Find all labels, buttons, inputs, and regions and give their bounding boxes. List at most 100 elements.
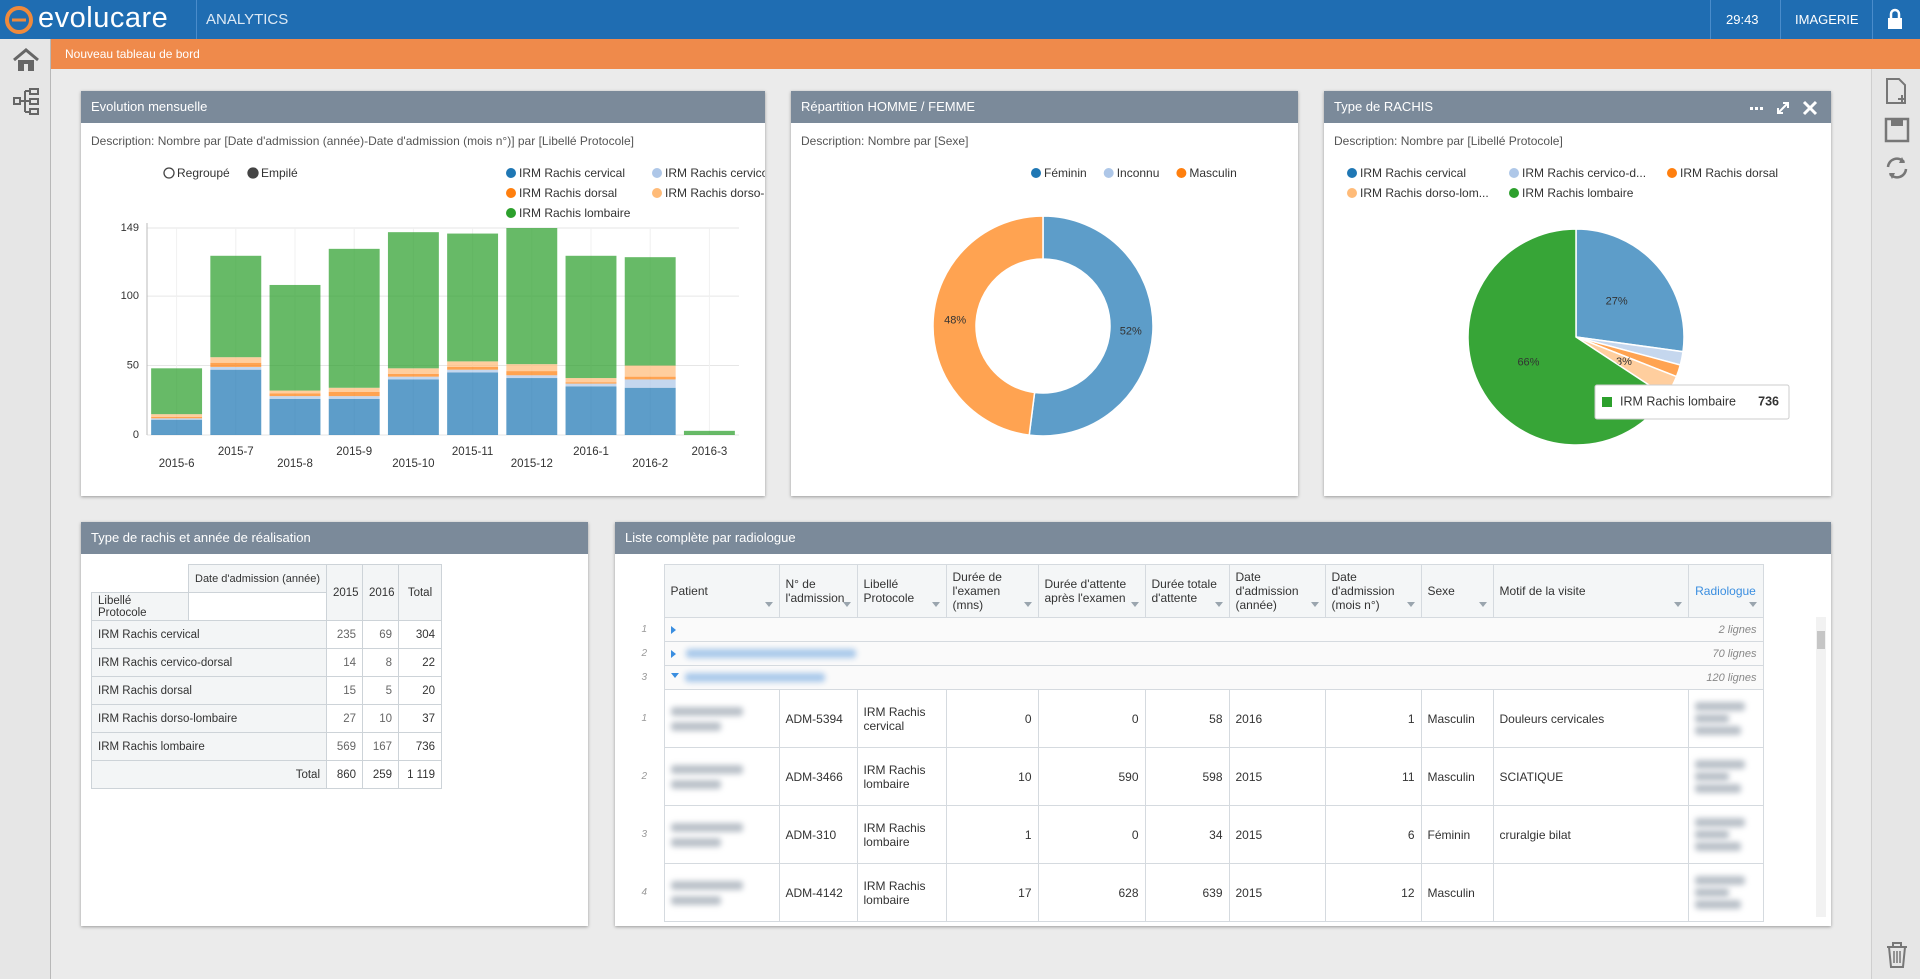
panel-title: Type de rachis et année de réalisation — [81, 522, 588, 554]
trash-icon[interactable] — [1884, 941, 1910, 969]
bar-segment — [506, 375, 558, 379]
group-count: 120 lignes — [1706, 671, 1757, 684]
cell: 12 — [1324, 863, 1422, 922]
bar-segment — [565, 383, 617, 387]
cell: Masculin — [1420, 747, 1494, 806]
legend-marker — [1031, 168, 1041, 178]
slice-label: 27% — [1606, 295, 1628, 307]
cell: IRM Rachis lombaire — [856, 805, 947, 864]
cell — [625, 565, 664, 618]
row: Libellé Protocole — [91, 592, 442, 621]
column-header[interactable]: Durée d'attente après l'examen — [1037, 564, 1146, 618]
bar-segment — [328, 248, 380, 388]
bar-segment — [565, 386, 617, 435]
panel-tools[interactable] — [1748, 99, 1826, 117]
cell: 167 — [362, 732, 399, 761]
bar-segment — [624, 379, 676, 388]
panel: Type de RACHIS Description: Nombre par [… — [1324, 91, 1831, 496]
column-header[interactable]: Sexe — [1420, 564, 1494, 618]
blurred-name — [1694, 726, 1741, 735]
column-header[interactable]: Motif de la visite — [1492, 564, 1689, 618]
cell: 69 — [362, 620, 399, 649]
separator — [1780, 0, 1781, 39]
bar-segment — [506, 228, 558, 365]
column-header[interactable]: Radiologue — [1687, 564, 1764, 618]
cell: 10 — [945, 747, 1039, 806]
bar-segment — [447, 361, 499, 367]
blurred-name — [670, 822, 743, 832]
row-header: Libellé Protocole — [91, 592, 189, 621]
row: IRM Rachis dorso-lombaire 27 10 37 — [91, 704, 442, 733]
bar-segment — [210, 362, 262, 367]
cell: Féminin — [1420, 805, 1494, 864]
scrollbar[interactable] — [1816, 617, 1826, 917]
tooltip-value: 736 — [1758, 394, 1779, 408]
column-header[interactable]: Libellé Protocole — [856, 564, 947, 618]
chart: Féminin Inconnu Masculin 52% 48% — [932, 166, 1237, 437]
mode-radio[interactable] — [163, 167, 175, 179]
blurred-name — [1694, 818, 1745, 827]
cell — [188, 592, 327, 621]
blurred-name — [1694, 830, 1729, 839]
column-header[interactable]: Date d'admission (mois n°) — [1324, 564, 1422, 618]
cell: ADM-5394 — [778, 689, 858, 748]
save-icon[interactable] — [1884, 117, 1910, 143]
bar-segment — [565, 382, 617, 384]
column-header: 2016 — [362, 564, 399, 621]
group-cell[interactable]: 70 lignes — [663, 641, 1764, 666]
cell: ADM-4142 — [778, 863, 858, 922]
legend-label: Inconnu — [1117, 166, 1160, 180]
lock-icon[interactable] — [1884, 8, 1906, 30]
panel-title: Type de RACHIS — [1324, 91, 1831, 123]
cell: IRM Rachis lombaire — [856, 863, 947, 922]
legend-marker — [506, 168, 516, 178]
mode-radio[interactable] — [247, 167, 259, 179]
bar-segment — [387, 232, 439, 369]
legend-marker — [1103, 168, 1114, 178]
blurred-name — [1694, 842, 1741, 851]
legend-marker — [1509, 168, 1519, 178]
legend-marker — [652, 168, 662, 178]
cell: 590 — [1037, 747, 1146, 806]
refresh-icon[interactable] — [1884, 155, 1910, 181]
legend-label: Féminin — [1044, 166, 1087, 180]
bar-segment — [269, 393, 321, 397]
new-icon[interactable] — [1884, 77, 1910, 105]
cell: 598 — [1144, 747, 1230, 806]
legend-label: IRM Rachis dorsal — [1680, 166, 1778, 180]
panel: Répartition HOMME / FEMME Description: N… — [791, 91, 1298, 496]
group-number: 2 — [641, 648, 648, 659]
group-cell[interactable]: 120 lignes — [663, 665, 1764, 690]
column-header[interactable]: Durée de l'examen (mns) — [945, 564, 1039, 618]
column-header[interactable]: Durée totale d'attente — [1144, 564, 1230, 618]
chart: IRM Rachis cervical IRM Rachis cervico-d.… — [1347, 166, 1790, 446]
column-header[interactable]: N° de l'admission — [778, 564, 858, 618]
blurred-name — [1694, 702, 1745, 711]
legend-label: IRM Rachis cervical — [1360, 166, 1466, 180]
bar-segment — [269, 284, 321, 391]
home-icon[interactable] — [12, 47, 40, 73]
data-row: 2 ADM-3466 IRM Rachis lombaire 10 590 598 2015… — [625, 747, 1764, 806]
module-button[interactable]: IMAGERIE — [1795, 12, 1859, 27]
column-header[interactable]: Patient — [663, 564, 780, 618]
group-number: 1 — [641, 624, 648, 635]
expand-arrow — [670, 673, 679, 682]
cell: 0 — [1037, 689, 1146, 748]
cell — [1492, 863, 1689, 922]
legend-label: IRM Rachis cervico-d... — [665, 166, 765, 180]
bar-segment — [151, 419, 203, 435]
column-header[interactable]: Date d'admission (année) — [1228, 564, 1326, 618]
group-cell[interactable]: 2 lignes — [663, 617, 1764, 642]
bar-segment — [269, 390, 321, 394]
row: IRM Rachis dorsal 15 5 20 — [91, 676, 442, 705]
cell: 569 — [326, 732, 363, 761]
bar-segment — [447, 369, 499, 373]
panel: Liste complète par radiologue Patient N° … — [615, 522, 1831, 926]
legend-label: IRM Rachis cervical — [519, 166, 625, 180]
tree-icon[interactable] — [12, 87, 40, 115]
slice-label: 52% — [1120, 325, 1142, 337]
row-label: IRM Rachis cervico-dorsal — [91, 648, 327, 677]
panel-title: Liste complète par radiologue — [615, 522, 1831, 554]
blurred-name — [670, 837, 721, 847]
